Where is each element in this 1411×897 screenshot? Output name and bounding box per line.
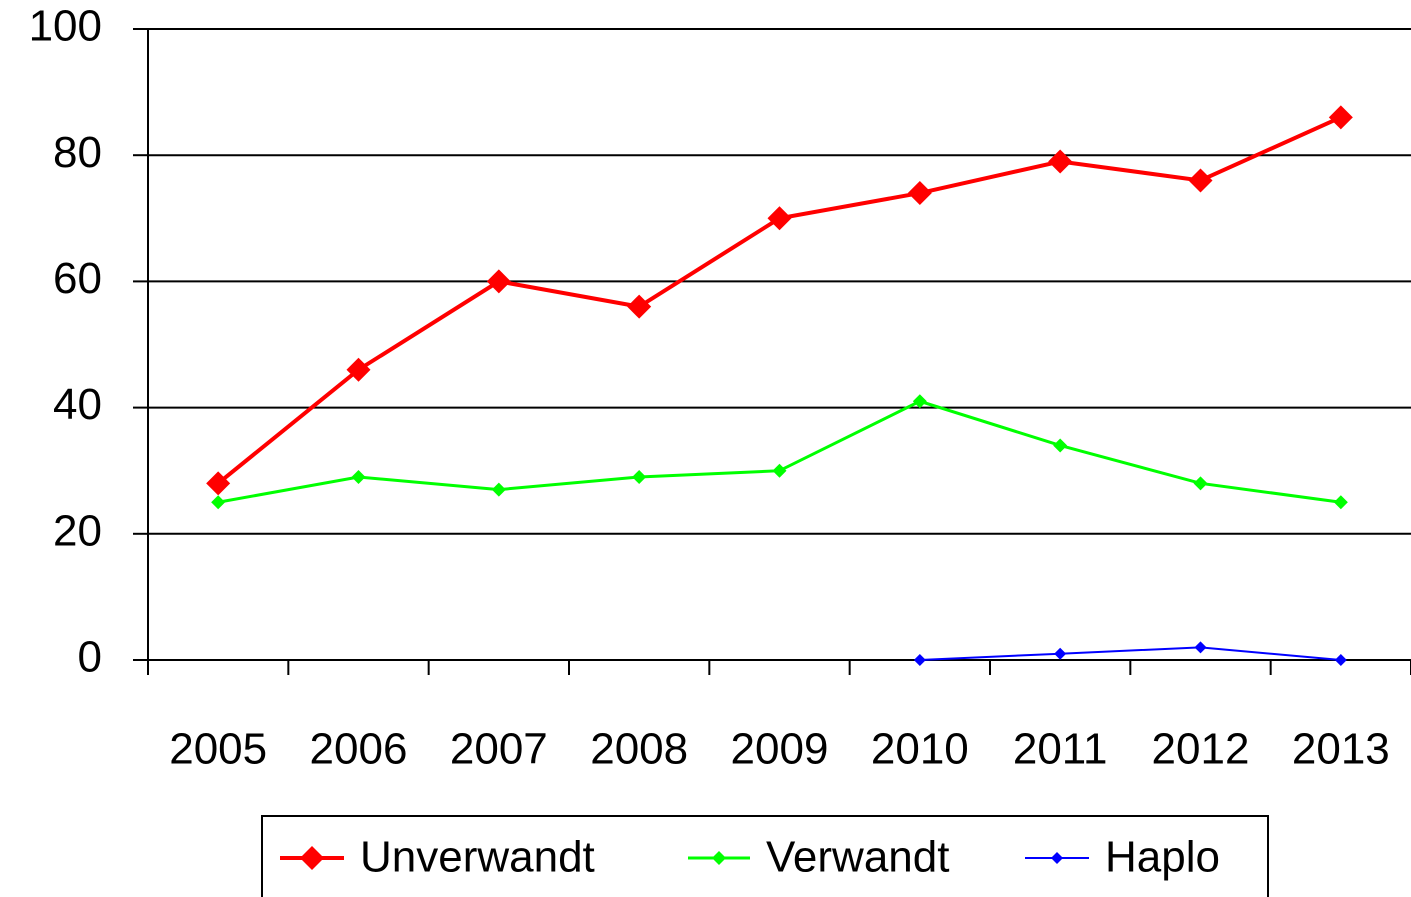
- x-tick-label: 2013: [1292, 725, 1390, 774]
- legend-marker: [300, 846, 324, 870]
- x-tick-label: 2005: [169, 725, 267, 774]
- marker: [1193, 476, 1208, 491]
- y-tick-label: 0: [78, 633, 102, 682]
- marker: [1188, 168, 1213, 193]
- y-tick-label: 40: [53, 380, 102, 429]
- y-tick-label: 100: [29, 2, 102, 51]
- marker: [1054, 647, 1067, 660]
- marker: [211, 495, 226, 510]
- y-tick-label: 60: [53, 254, 102, 303]
- x-tick-label: 2010: [871, 725, 969, 774]
- marker: [1333, 495, 1348, 510]
- legend-marker: [1051, 852, 1063, 864]
- marker: [486, 269, 511, 294]
- y-tick-label: 20: [53, 506, 102, 555]
- series-line: [217, 399, 1342, 504]
- marker: [1334, 654, 1347, 666]
- marker: [912, 394, 927, 409]
- marker: [491, 482, 506, 497]
- legend-marker: [712, 851, 726, 865]
- series-line: [216, 115, 1342, 485]
- marker: [1194, 641, 1207, 654]
- legend-label: Haplo: [1105, 833, 1220, 882]
- legend-label: Verwandt: [766, 833, 949, 882]
- marker: [206, 471, 231, 496]
- marker: [351, 470, 366, 485]
- x-tick-label: 2008: [590, 725, 688, 774]
- x-tick-label: 2006: [310, 725, 408, 774]
- x-tick-label: 2009: [731, 725, 829, 774]
- x-tick-label: 2007: [450, 725, 548, 774]
- marker: [772, 463, 787, 478]
- marker: [627, 294, 652, 319]
- x-tick-label: 2011: [1013, 725, 1108, 774]
- x-tick-label: 2012: [1152, 725, 1250, 774]
- legend-label: Unverwandt: [360, 833, 595, 882]
- marker: [346, 357, 371, 382]
- marker: [1053, 438, 1068, 453]
- marker: [1048, 149, 1073, 174]
- marker: [1328, 105, 1353, 130]
- legend-box: [261, 815, 1269, 897]
- series-line: [919, 646, 1341, 661]
- y-tick-label: 80: [53, 128, 102, 177]
- marker: [913, 654, 926, 666]
- marker: [907, 181, 932, 206]
- marker: [767, 206, 792, 231]
- marker: [632, 470, 647, 485]
